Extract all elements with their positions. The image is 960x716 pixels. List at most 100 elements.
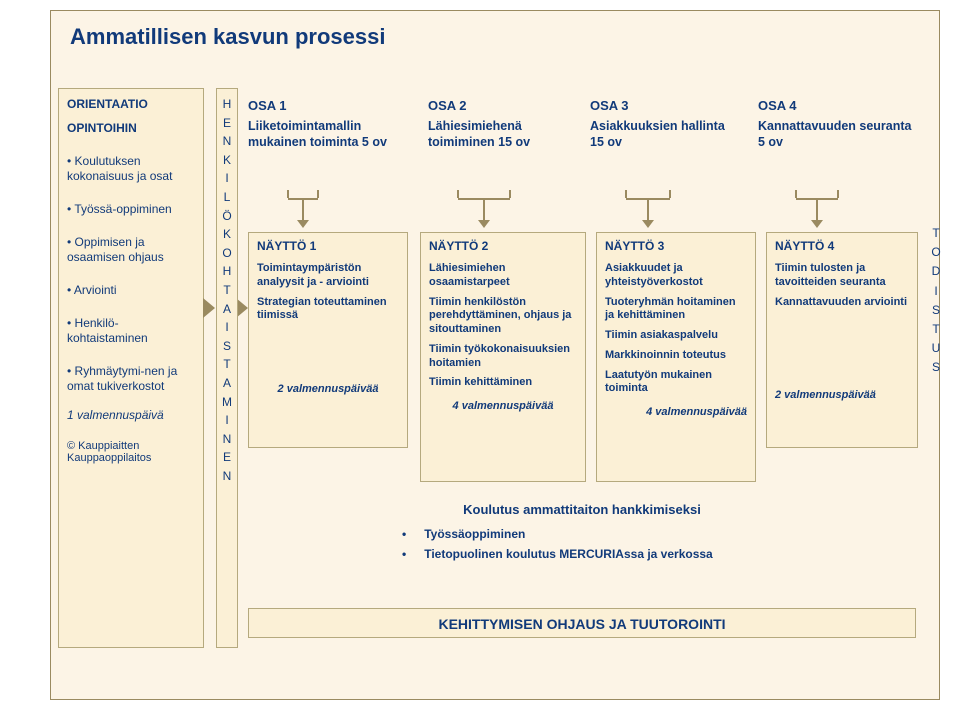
vcol-letter: E <box>217 448 237 467</box>
vcol-letter: E <box>217 114 237 133</box>
naytto-sub: Tiimin tulosten ja tavoitteiden seuranta <box>775 262 909 290</box>
naytto-sub: Laatutyön mukainen toiminta <box>605 369 747 397</box>
connector-stub <box>625 190 627 198</box>
naytto-3: NÄYTTÖ 3 Asiakkuudet ja yhteistyöverkost… <box>596 232 756 482</box>
left-head-1: ORIENTAATIO <box>67 97 195 111</box>
connector-stub <box>287 190 289 198</box>
naytto-sub: Lähiesimiehen osaamistarpeet <box>429 262 577 290</box>
osa-head: OSA 4 <box>758 98 916 113</box>
koulutus-head: Koulutus ammattitaiton hankkimiseksi <box>322 502 842 517</box>
naytto-head: NÄYTTÖ 1 <box>257 239 399 254</box>
page-title: Ammatillisen kasvun prosessi <box>70 24 385 50</box>
left-item: Ryhmäytymi-nen ja omat tukiverkostot <box>67 364 195 394</box>
naytto-sub: Toimintaympäristön analyysit ja - arvioi… <box>257 262 399 290</box>
vcol-letter: T <box>925 320 947 339</box>
vcol-letter: M <box>217 393 237 412</box>
koulutus-item: Työssäoppiminen <box>402 527 842 541</box>
connector-stub <box>795 190 797 198</box>
naytto-sub: Markkinoinnin toteutus <box>605 349 747 363</box>
vcol-letter: D <box>925 262 947 281</box>
naytto-sub: Asiakkuudet ja yhteistyöverkostot <box>605 262 747 290</box>
left-head-2: OPINTOIHIN <box>67 121 195 135</box>
connector-stub <box>509 190 511 198</box>
vcol-letter: I <box>217 411 237 430</box>
vcol-letter: Ö <box>217 207 237 226</box>
naytto-sub: Tiimin asiakaspalvelu <box>605 329 747 343</box>
connector-arrowhead <box>297 220 309 228</box>
connector-arrowhead <box>642 220 654 228</box>
connector-drop <box>816 198 818 222</box>
naytto-head: NÄYTTÖ 2 <box>429 239 577 254</box>
arrow-icon <box>203 298 217 318</box>
vcol-letter: N <box>217 132 237 151</box>
naytto-foot: 4 valmennuspäivää <box>429 400 577 414</box>
vcol-letter: A <box>217 300 237 319</box>
koulutus-block: Koulutus ammattitaiton hankkimiseksi Työ… <box>322 502 842 561</box>
osa-2: OSA 2 Lähiesimiehenä toimiminen 15 ov <box>428 98 578 150</box>
osa-sub: Kannattavuuden seuranta 5 ov <box>758 119 916 150</box>
osa-4: OSA 4 Kannattavuuden seuranta 5 ov <box>758 98 916 150</box>
connector-stub <box>837 190 839 198</box>
naytto-sub: Kannattavuuden arviointi <box>775 296 909 310</box>
vcol-letter: A <box>217 374 237 393</box>
naytto-head: NÄYTTÖ 4 <box>775 239 909 254</box>
naytto-foot: 2 valmennuspäivää <box>775 389 909 403</box>
osa-sub: Lähiesimiehenä toimiminen 15 ov <box>428 119 578 150</box>
vcol-letter: L <box>217 188 237 207</box>
left-item: Henkilö-kohtaistaminen <box>67 316 195 346</box>
osa-sub: Liiketoimintamallin mukainen toiminta 5 … <box>248 119 416 150</box>
naytto-foot: 4 valmennuspäivää <box>605 406 747 420</box>
connector-stub <box>317 190 319 198</box>
vcol-letter: U <box>925 339 947 358</box>
vcol-letter: T <box>925 224 947 243</box>
naytto-sub: Tiimin työkokonaisuuksien hoitamien <box>429 343 577 371</box>
left-copy-2: Kauppaoppilaitos <box>67 452 195 464</box>
naytto-sub: Tiimin henkilöstön perehdyttäminen, ohja… <box>429 296 577 337</box>
left-copy-1: © Kauppiaitten <box>67 440 195 452</box>
naytto-sub: Tuoteryhmän hoitaminen ja kehittäminen <box>605 296 747 324</box>
naytto-foot: 2 valmennuspäivää <box>257 383 399 397</box>
vertical-column-left: HENKILÖKOHTAISTAMINEN <box>216 88 238 648</box>
vcol-letter: N <box>217 430 237 449</box>
naytto-2: NÄYTTÖ 2 Lähiesimiehen osaamistarpeet Ti… <box>420 232 586 482</box>
vcol-letter: I <box>217 169 237 188</box>
vcol-letter: K <box>217 151 237 170</box>
connector-stub <box>457 190 459 198</box>
koulutus-item: Tietopuolinen koulutus MERCURIAssa ja ve… <box>402 547 842 561</box>
osa-3: OSA 3 Asiakkuuksien hallinta 15 ov <box>590 98 730 150</box>
vcol-letter: I <box>217 318 237 337</box>
vcol-letter: H <box>217 262 237 281</box>
osa-head: OSA 2 <box>428 98 578 113</box>
left-foot: 1 valmennuspäivä <box>67 408 195 422</box>
connector-arrowhead <box>811 220 823 228</box>
naytto-4: NÄYTTÖ 4 Tiimin tulosten ja tavoitteiden… <box>766 232 918 448</box>
connector-drop <box>647 198 649 222</box>
naytto-head: NÄYTTÖ 3 <box>605 239 747 254</box>
osa-head: OSA 1 <box>248 98 416 113</box>
connector-drop <box>302 198 304 222</box>
footer-bar: KEHITTYMISEN OHJAUS JA TUUTOROINTI <box>248 608 916 638</box>
connector-arrowhead <box>478 220 490 228</box>
vcol-letter: I <box>925 282 947 301</box>
osa-lane: OSA 1 Liiketoimintamallin mukainen toimi… <box>248 98 918 194</box>
left-item: Arviointi <box>67 283 195 298</box>
vcol-letter: K <box>217 225 237 244</box>
vcol-letter: T <box>217 281 237 300</box>
vcol-letter: O <box>217 244 237 263</box>
connector-stub <box>669 190 671 198</box>
osa-sub: Asiakkuuksien hallinta 15 ov <box>590 119 730 150</box>
vcol-letter: S <box>925 358 947 377</box>
naytto-sub: Tiimin kehittäminen <box>429 376 577 390</box>
left-item: Työssä-oppiminen <box>67 202 195 217</box>
left-item: Koulutuksen kokonaisuus ja osat <box>67 154 195 184</box>
vcol-letter: S <box>925 301 947 320</box>
connector-drop <box>483 198 485 222</box>
vcol-letter: N <box>217 467 237 486</box>
vcol-letter: S <box>217 337 237 356</box>
vcol-letter: H <box>217 95 237 114</box>
vcol-letter: T <box>217 355 237 374</box>
osa-1: OSA 1 Liiketoimintamallin mukainen toimi… <box>248 98 416 150</box>
vertical-column-right: TODISTUS <box>925 224 947 484</box>
naytto-1: NÄYTTÖ 1 Toimintaympäristön analyysit ja… <box>248 232 408 448</box>
vcol-letter: O <box>925 243 947 262</box>
